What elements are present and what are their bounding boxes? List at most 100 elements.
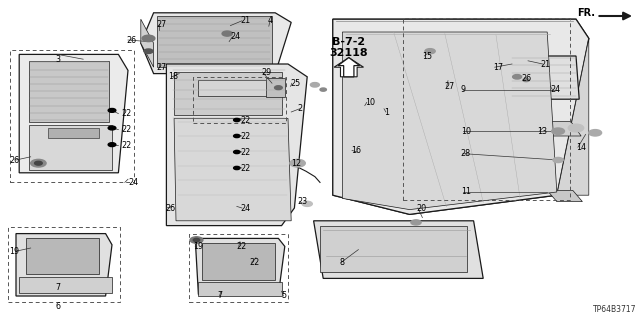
Circle shape: [234, 134, 240, 138]
Circle shape: [142, 35, 155, 42]
Text: 18: 18: [168, 72, 179, 81]
Polygon shape: [422, 48, 448, 61]
Text: 22: 22: [241, 132, 251, 140]
Text: 26: 26: [10, 156, 20, 164]
Polygon shape: [174, 72, 282, 115]
Polygon shape: [334, 58, 364, 77]
Text: 23: 23: [298, 197, 308, 206]
Polygon shape: [141, 13, 291, 74]
Text: 24: 24: [230, 32, 241, 41]
Circle shape: [425, 49, 435, 54]
Circle shape: [222, 31, 232, 36]
Polygon shape: [333, 19, 589, 214]
Circle shape: [193, 238, 200, 242]
Circle shape: [31, 159, 46, 167]
Polygon shape: [198, 80, 269, 96]
Bar: [10, 50, 134, 182]
Text: 26: 26: [165, 204, 175, 212]
Text: 12: 12: [291, 159, 301, 168]
Polygon shape: [557, 38, 589, 195]
Circle shape: [320, 88, 326, 91]
Polygon shape: [314, 221, 483, 278]
Polygon shape: [509, 56, 579, 99]
Polygon shape: [266, 78, 285, 97]
Text: 26: 26: [127, 36, 137, 44]
Text: 7: 7: [218, 292, 223, 300]
Circle shape: [513, 75, 522, 79]
Bar: [8, 227, 120, 302]
Text: 16: 16: [351, 146, 361, 155]
Text: 22: 22: [237, 242, 247, 251]
Circle shape: [589, 130, 602, 136]
Circle shape: [108, 108, 116, 112]
Polygon shape: [174, 118, 291, 221]
Circle shape: [290, 159, 305, 167]
Text: 1: 1: [384, 108, 389, 116]
Polygon shape: [26, 238, 99, 274]
Polygon shape: [166, 64, 307, 226]
Polygon shape: [320, 226, 467, 272]
Circle shape: [234, 118, 240, 122]
Bar: [189, 234, 288, 302]
Bar: [403, 18, 570, 200]
Text: B-7-2: B-7-2: [332, 36, 365, 47]
Text: 22: 22: [241, 148, 251, 156]
Bar: [193, 77, 286, 123]
Polygon shape: [29, 61, 109, 122]
Circle shape: [35, 161, 42, 165]
Text: 15: 15: [422, 52, 433, 60]
Text: 9: 9: [461, 85, 466, 94]
Text: 8: 8: [339, 258, 344, 267]
Text: 22: 22: [122, 109, 132, 118]
Text: 13: 13: [538, 127, 548, 136]
Text: 24: 24: [241, 204, 251, 212]
Text: 3: 3: [55, 55, 60, 64]
Circle shape: [108, 143, 116, 147]
Circle shape: [275, 86, 282, 90]
Circle shape: [310, 83, 319, 87]
Circle shape: [523, 78, 529, 82]
Polygon shape: [342, 32, 557, 210]
Text: 19: 19: [193, 242, 204, 251]
Text: 20: 20: [416, 204, 426, 212]
Circle shape: [411, 220, 421, 225]
Text: 32118: 32118: [330, 48, 368, 58]
Text: 7: 7: [55, 284, 60, 292]
Text: 10: 10: [461, 127, 471, 136]
Text: 14: 14: [576, 143, 586, 152]
Circle shape: [108, 126, 116, 130]
Text: 4: 4: [268, 16, 273, 25]
Polygon shape: [198, 282, 282, 296]
Circle shape: [144, 49, 153, 53]
Circle shape: [552, 128, 564, 134]
Polygon shape: [29, 125, 112, 170]
Polygon shape: [19, 54, 128, 173]
Text: 10: 10: [365, 98, 376, 107]
Polygon shape: [16, 234, 112, 296]
Text: 11: 11: [461, 188, 471, 196]
Text: 25: 25: [290, 79, 300, 88]
Text: 6: 6: [55, 302, 60, 311]
Circle shape: [302, 201, 312, 206]
Text: 22: 22: [122, 125, 132, 134]
Text: 21: 21: [541, 60, 551, 68]
Polygon shape: [19, 277, 112, 293]
Text: FR.: FR.: [577, 8, 595, 19]
Text: 27: 27: [157, 20, 167, 28]
Circle shape: [190, 237, 203, 243]
Circle shape: [234, 150, 240, 154]
Polygon shape: [141, 19, 154, 67]
Text: 22: 22: [241, 116, 251, 124]
Text: 22: 22: [241, 164, 251, 172]
Text: 17: 17: [493, 63, 503, 72]
Text: 22: 22: [250, 258, 260, 267]
Circle shape: [553, 157, 563, 163]
Text: 22: 22: [122, 141, 132, 150]
Polygon shape: [547, 190, 582, 202]
Text: 27: 27: [157, 63, 167, 72]
Text: 21: 21: [241, 16, 251, 25]
Text: TP64B3717: TP64B3717: [593, 305, 637, 314]
Text: 24: 24: [550, 85, 561, 94]
Polygon shape: [48, 128, 99, 138]
Text: 5: 5: [282, 292, 287, 300]
